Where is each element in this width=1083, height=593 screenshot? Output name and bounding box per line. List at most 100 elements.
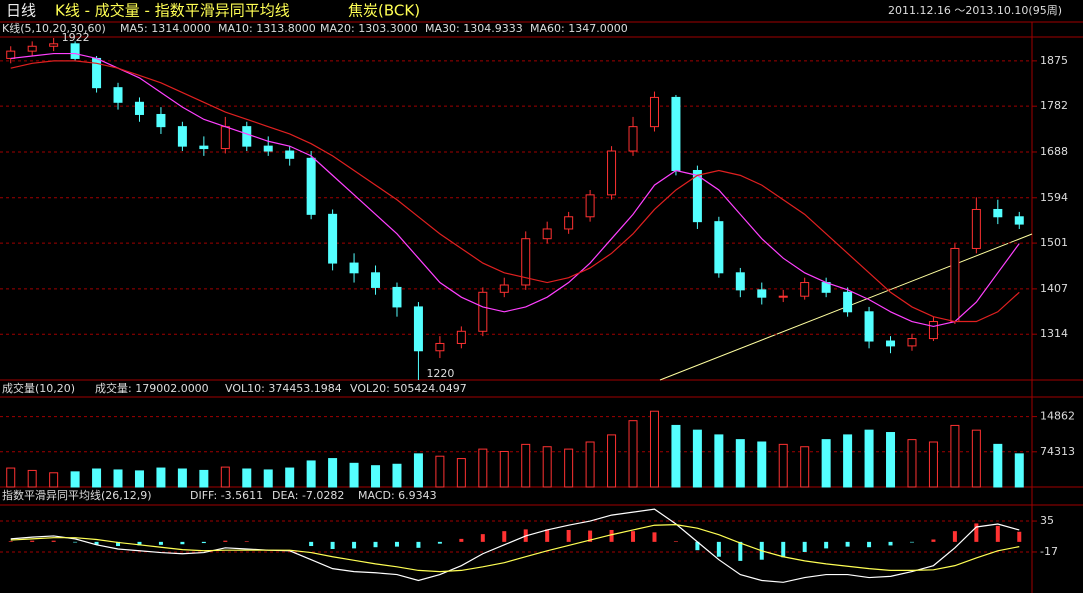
volume-bar [671, 424, 681, 488]
candle-body [435, 342, 445, 352]
candle-body [585, 194, 595, 218]
y-tick-label: 74313 [1040, 445, 1075, 458]
volume-bar [585, 441, 595, 488]
volume-bar [199, 469, 209, 488]
panel-title: 成交量(10,20) [2, 381, 75, 395]
volume-bar [263, 469, 273, 488]
candle-body [27, 45, 37, 52]
volume-bar [456, 458, 466, 488]
legend-entry: VOL10: 374453.1984 [225, 382, 342, 395]
volume-bar [735, 439, 745, 488]
volume-bar [564, 448, 574, 488]
volume-bar [413, 453, 423, 488]
candle-body [177, 126, 187, 147]
volume-bar [886, 432, 896, 488]
legend-entry: MA20: 1303.3000 [320, 22, 418, 35]
volume-bar [778, 443, 788, 488]
candle-body [886, 340, 896, 347]
candle-body [607, 150, 617, 196]
y-tick-label: 1407 [1040, 282, 1068, 295]
candle-body [928, 321, 938, 340]
candle-body [907, 338, 917, 347]
candle-body [778, 295, 788, 298]
y-tick-label: 35 [1040, 514, 1054, 527]
volume-bar [92, 468, 102, 488]
candle-body [70, 43, 80, 59]
volume-bar [821, 439, 831, 488]
legend-entry: MA5: 1314.0000 [120, 22, 211, 35]
candle-body [392, 286, 402, 308]
volume-bar [607, 434, 617, 488]
volume-bar [971, 429, 981, 488]
volume-bar [843, 434, 853, 488]
candle-body [499, 284, 509, 293]
volume-bar [328, 458, 338, 488]
volume-bar [993, 443, 1003, 488]
annotation: 1220 [426, 367, 454, 380]
volume-bar [800, 446, 810, 488]
y-tick-label: 1782 [1040, 99, 1068, 112]
volume-bar [156, 467, 166, 488]
candle-body [220, 126, 230, 150]
panel-title: 指数平滑异同平均线(26,12,9) [2, 488, 152, 502]
volume-bar [628, 420, 638, 488]
candle-body [628, 126, 638, 152]
candle-body [306, 157, 316, 215]
volume-bar [6, 467, 16, 488]
line [10, 508, 1020, 583]
y-tick-label: -17 [1040, 545, 1058, 558]
candle-body [843, 291, 853, 313]
volume-bar [521, 443, 531, 488]
volume-bar [371, 465, 381, 488]
candle-body [349, 262, 359, 274]
candle-body [564, 216, 574, 230]
volume-bar [392, 463, 402, 488]
candle-body [328, 213, 338, 264]
legend-entry: DEA: -7.0282 [272, 489, 344, 502]
candle-body [49, 43, 59, 47]
candle-body [478, 291, 488, 332]
candle-body [950, 247, 960, 323]
period[interactable]: 日线 [6, 2, 36, 20]
candle-body [285, 150, 295, 159]
legend-entry: MA30: 1304.9333 [425, 22, 523, 35]
volume-bar [113, 469, 123, 488]
panel-title: K线(5,10,20,30,60) [2, 21, 106, 35]
volume-bar [692, 429, 702, 488]
volume-bar [757, 441, 767, 488]
volume-bar [306, 460, 316, 488]
y-tick-label: 1875 [1040, 54, 1068, 67]
line [10, 524, 1020, 573]
volume-bar [1014, 453, 1024, 488]
candle-body [263, 145, 273, 152]
candle-body [735, 272, 745, 291]
y-tick-label: 1688 [1040, 145, 1068, 158]
candle-body [113, 87, 123, 103]
candle-body [714, 221, 724, 274]
legend-entry: MACD: 6.9343 [358, 489, 437, 502]
y-tick-label: 1594 [1040, 191, 1068, 204]
legend-entry: 成交量: 179002.0000 [95, 381, 209, 395]
candle-body [692, 169, 702, 223]
volume-bar [864, 429, 874, 488]
legend-entry: VOL20: 505424.0497 [350, 382, 467, 395]
candle-body [757, 289, 767, 298]
volume-bar [950, 424, 960, 488]
volume-bar [177, 468, 187, 488]
volume-bar [542, 446, 552, 488]
volume-bar [242, 468, 252, 488]
volume-bar [499, 450, 509, 488]
volume-bar [134, 470, 144, 488]
candle-body [134, 101, 144, 115]
candle-body [371, 272, 381, 288]
indicators: K线 - 成交量 - 指数平滑异同平均线 [55, 2, 290, 20]
volume-bar [907, 439, 917, 488]
volume-bar [435, 455, 445, 488]
annotation: 1922 [62, 31, 90, 44]
candle-body [521, 238, 531, 286]
volume-bar [478, 448, 488, 488]
volume-bar [285, 467, 295, 488]
candle-body [649, 96, 659, 128]
